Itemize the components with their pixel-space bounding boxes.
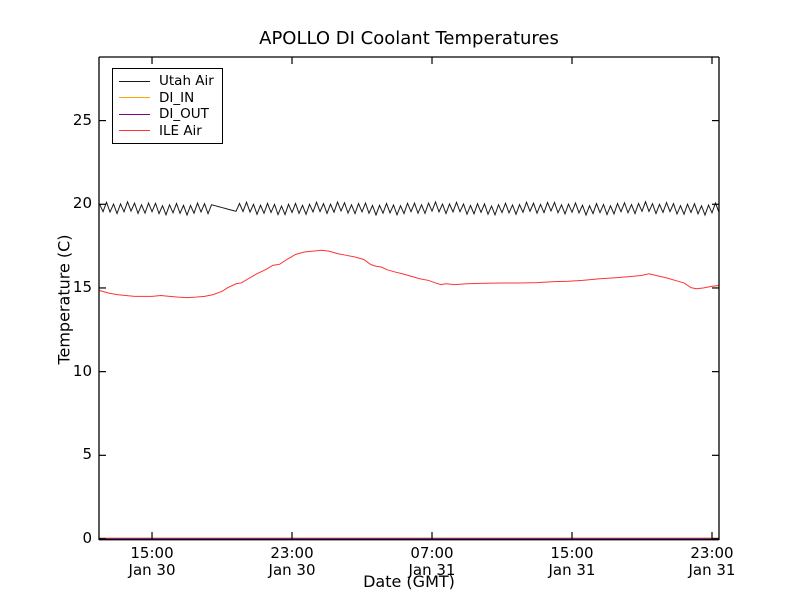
legend-line-swatch xyxy=(119,80,150,82)
legend-item-utah-air: Utah Air xyxy=(119,73,214,90)
x-tick-label: 15:00 Jan 30 xyxy=(128,544,176,579)
y-tick-label: 10 xyxy=(72,361,92,380)
x-tick-label: 07:00 Jan 31 xyxy=(408,544,456,579)
y-tick-label: 15 xyxy=(72,277,92,296)
axes-frame xyxy=(98,56,720,541)
x-tick-label: 23:00 Jan 31 xyxy=(688,544,736,579)
legend: Utah Air DI_IN DI_OUT ILE Air xyxy=(112,68,223,144)
legend-item-ile-air: ILE Air xyxy=(119,123,214,140)
legend-item-di-out: DI_OUT xyxy=(119,106,214,123)
x-tick-label: 23:00 Jan 30 xyxy=(268,544,316,579)
y-tick-label: 0 xyxy=(82,529,92,547)
y-tick-label: 5 xyxy=(82,445,92,464)
legend-label: Utah Air xyxy=(159,73,214,90)
chart-title: APOLLO DI Coolant Temperatures xyxy=(259,28,559,49)
legend-line-swatch xyxy=(119,130,150,132)
y-tick-label: 25 xyxy=(72,110,92,129)
series-utah-air xyxy=(99,200,720,217)
legend-label: DI_OUT xyxy=(159,106,209,123)
y-tick-label: 20 xyxy=(72,194,92,213)
legend-label: DI_IN xyxy=(159,89,195,106)
x-axis-label: Date (GMT) xyxy=(363,572,455,591)
legend-line-swatch xyxy=(119,97,150,99)
series-ile-air xyxy=(99,249,720,299)
tick-marks xyxy=(99,57,719,540)
legend-line-swatch xyxy=(119,113,150,115)
legend-item-di-in: DI_IN xyxy=(119,90,214,107)
legend-label: ILE Air xyxy=(159,122,202,139)
x-tick-label: 15:00 Jan 31 xyxy=(548,544,596,579)
